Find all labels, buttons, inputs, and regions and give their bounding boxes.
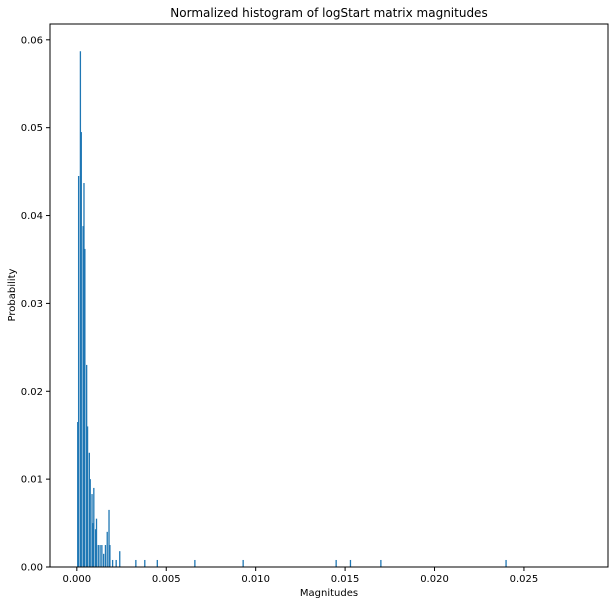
histogram-bar [97, 545, 99, 567]
histogram-bar [349, 559, 352, 567]
x-tick-label: 0.000 [63, 574, 92, 585]
histogram-bar [194, 559, 196, 567]
histogram-bar [86, 426, 89, 567]
y-tick-label: 0.01 [21, 475, 43, 486]
y-tick-label: 0.04 [21, 211, 43, 222]
histogram-bar [335, 559, 337, 567]
histogram-bar [380, 559, 382, 567]
histogram-bar [77, 422, 79, 567]
y-tick-label: 0.05 [21, 123, 43, 134]
histogram-bar [93, 487, 95, 567]
histogram-bar [119, 551, 121, 567]
y-tick-label: 0.03 [21, 299, 43, 310]
y-tick-label: 0.00 [21, 563, 43, 574]
histogram-bar [86, 364, 88, 567]
histogram-bar [156, 559, 158, 567]
x-tick-label: 0.015 [331, 574, 360, 585]
histogram-bar [83, 183, 85, 567]
plot-area [77, 51, 507, 568]
histogram-bar [95, 518, 98, 567]
histogram-bar [108, 509, 110, 567]
histogram-bar [144, 559, 146, 567]
histogram-bar [106, 531, 108, 567]
plot-frame [49, 23, 609, 568]
histogram-bar [109, 545, 111, 567]
histogram-bar [103, 553, 105, 567]
y-axis-label: Probability [7, 268, 18, 321]
histogram-bar [79, 51, 82, 568]
histogram-bar [82, 226, 84, 567]
histogram-bar [104, 545, 107, 567]
histogram-bar [77, 176, 80, 567]
x-tick-label: 0.025 [510, 574, 539, 585]
histogram-bar [135, 559, 137, 567]
histogram-bar [505, 559, 507, 567]
histogram-bar [84, 248, 86, 567]
histogram-bar [91, 494, 93, 567]
chart-title: Normalized histogram of logStart matrix … [170, 6, 487, 20]
y-tick-label: 0.02 [21, 387, 43, 398]
x-tick-label: 0.020 [420, 574, 449, 585]
x-tick-label: 0.005 [152, 574, 181, 585]
histogram-bar [101, 545, 103, 567]
histogram-bar [99, 545, 101, 567]
x-axis-label: Magnitudes [300, 588, 358, 599]
histogram-bar [242, 559, 244, 567]
y-tick-label: 0.06 [21, 35, 43, 46]
histogram-bar [92, 523, 94, 567]
histogram-bar [80, 132, 82, 567]
histogram-bar [88, 452, 90, 567]
histogram-bar [89, 479, 91, 567]
histogram-bar [115, 559, 117, 567]
histogram-bar [111, 559, 114, 567]
x-tick-label: 0.010 [241, 574, 270, 585]
histogram-bar [94, 529, 97, 567]
